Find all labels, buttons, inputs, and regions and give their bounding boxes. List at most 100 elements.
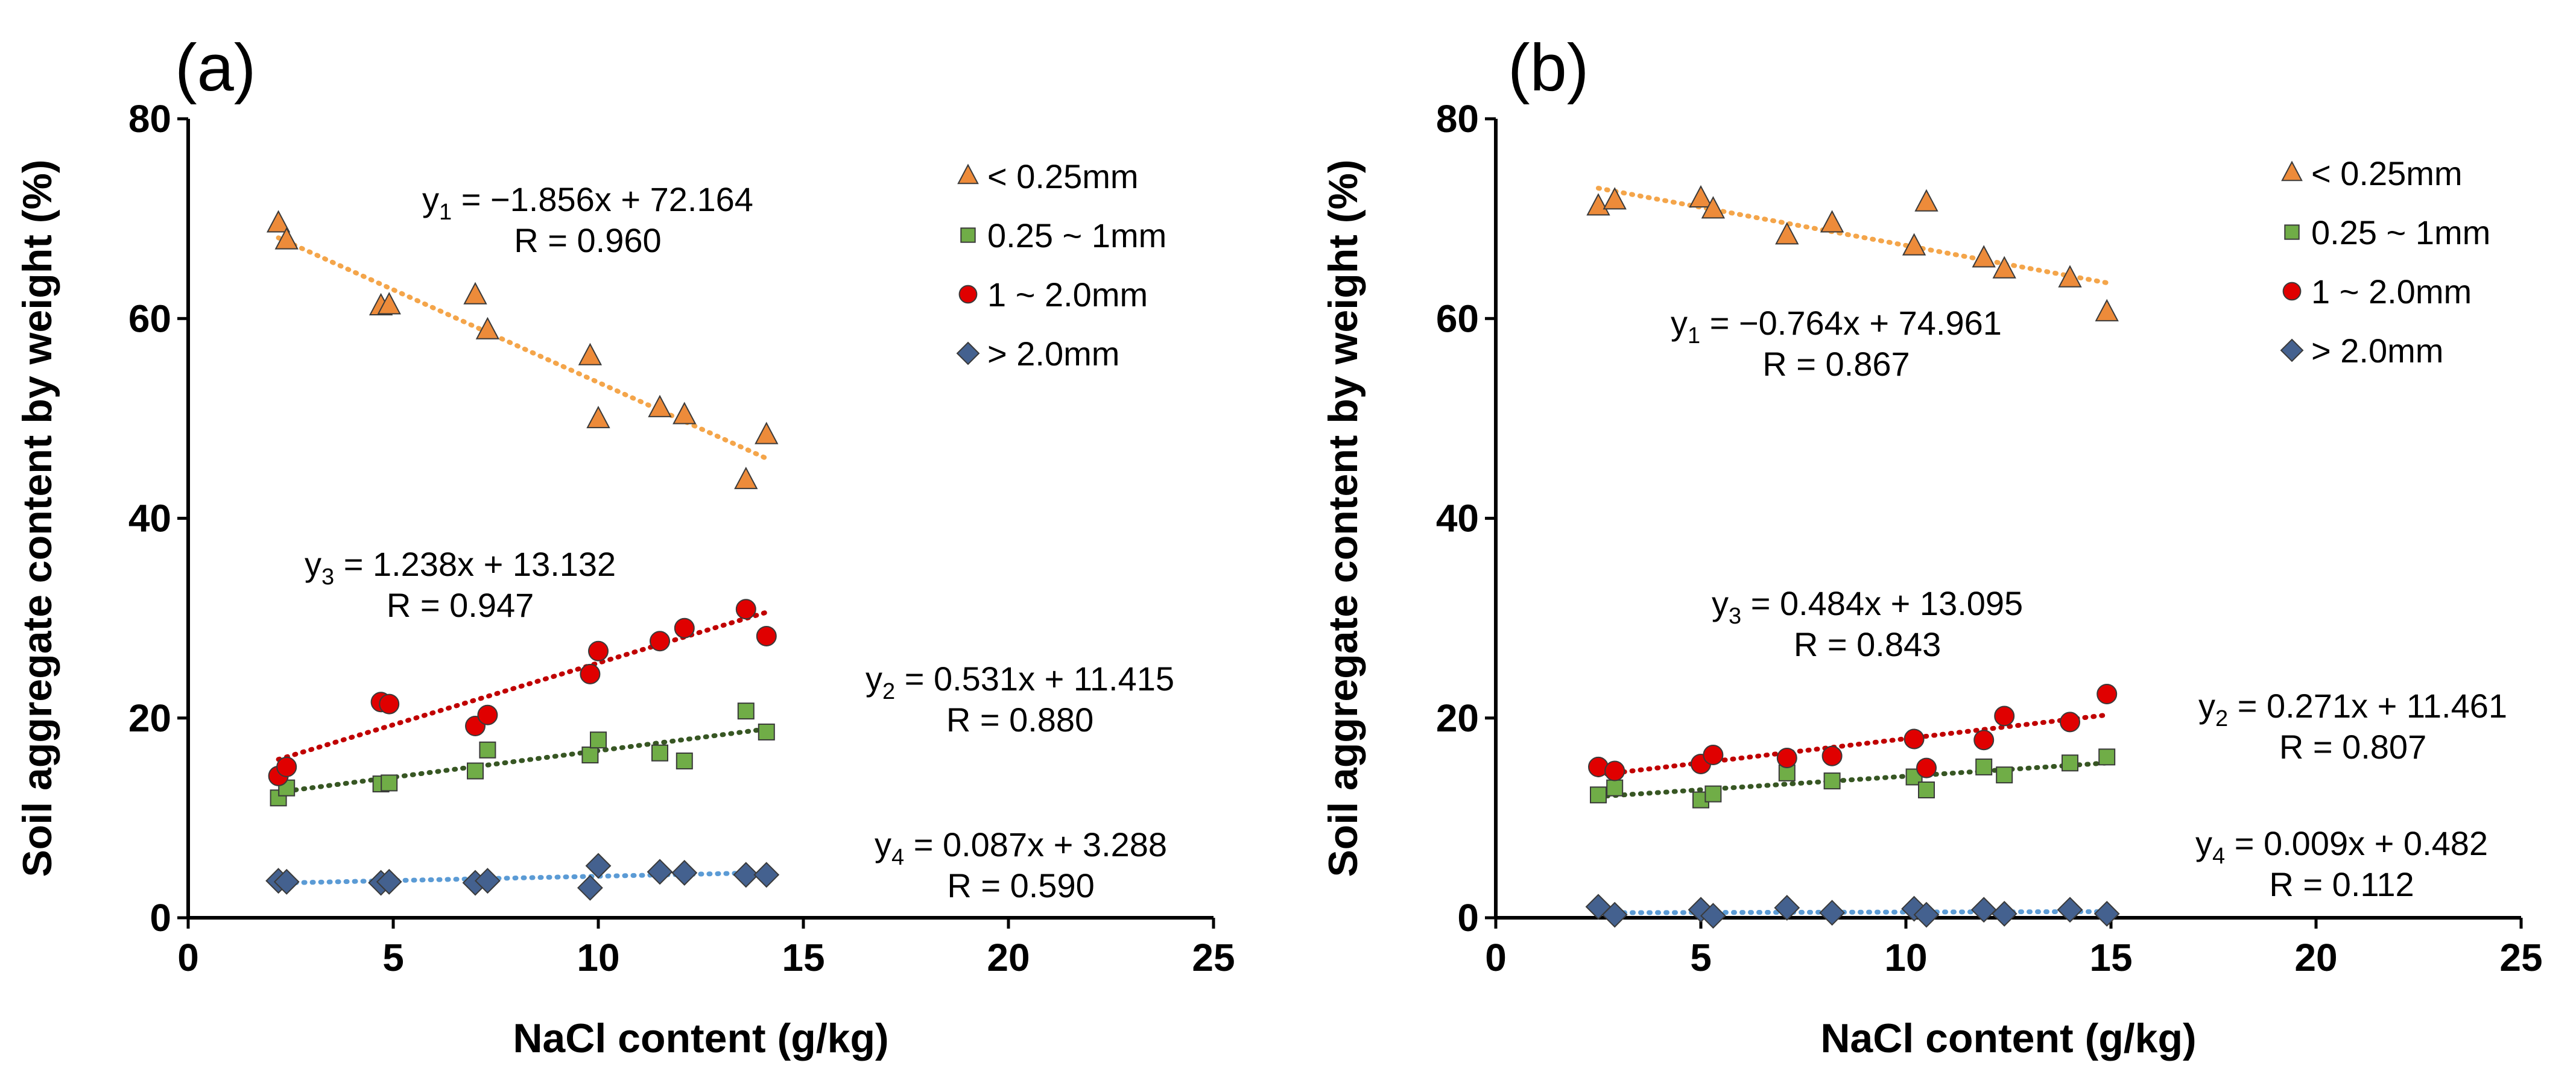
data-point bbox=[376, 868, 402, 895]
x-tick-label: 0 bbox=[177, 936, 199, 979]
data-point bbox=[1819, 900, 1846, 926]
x-tick-label: 5 bbox=[1690, 936, 1712, 979]
y-tick-label: 20 bbox=[128, 696, 171, 740]
x-tick-label: 5 bbox=[382, 936, 404, 979]
data-point bbox=[590, 731, 607, 749]
data-point bbox=[477, 704, 498, 725]
series-2 bbox=[270, 702, 775, 807]
legend-entry: 0.25 ~ 1mm bbox=[2284, 213, 2490, 251]
data-point bbox=[379, 693, 400, 715]
data-point bbox=[671, 860, 698, 886]
data-point bbox=[2057, 897, 2083, 923]
equation-variable: y bbox=[305, 545, 321, 583]
y-tick-label: 60 bbox=[1436, 297, 1479, 340]
y-tick-label: 80 bbox=[128, 97, 171, 140]
legend-marker bbox=[956, 341, 980, 365]
data-point bbox=[2095, 298, 2119, 321]
panel-label: (a) bbox=[175, 31, 256, 105]
data-point bbox=[648, 394, 672, 417]
regression-equation: y4 = 0.009x + 0.482 bbox=[2195, 824, 2488, 869]
r-value: R = 0.590 bbox=[947, 867, 1094, 904]
data-point bbox=[1821, 745, 1843, 766]
r-value: R = 0.112 bbox=[2269, 865, 2414, 903]
data-point bbox=[1973, 730, 1995, 751]
data-point bbox=[1918, 781, 1935, 798]
data-point bbox=[274, 227, 299, 250]
data-point bbox=[266, 210, 291, 233]
data-point bbox=[1972, 245, 1996, 268]
equation-body: = 0.087x + 3.288 bbox=[904, 826, 1167, 863]
y-tick-label: 40 bbox=[1436, 497, 1479, 540]
data-point bbox=[1689, 185, 1713, 208]
x-axis-title: NaCl content (g/kg) bbox=[513, 1015, 888, 1061]
legend-marker bbox=[2281, 160, 2303, 182]
x-tick-label: 20 bbox=[987, 936, 1030, 979]
equation-subscript: 4 bbox=[891, 845, 904, 870]
legend-entry: > 2.0mm bbox=[2280, 332, 2443, 370]
series-1 bbox=[1586, 185, 2119, 321]
data-point bbox=[676, 752, 693, 769]
data-point bbox=[479, 741, 496, 759]
data-point bbox=[1701, 196, 1726, 219]
x-tick-label: 20 bbox=[2294, 936, 2337, 979]
data-point bbox=[2093, 900, 2120, 927]
series-3 bbox=[1588, 684, 2118, 781]
data-point bbox=[1994, 706, 2015, 727]
legend-label: < 0.25mm bbox=[987, 157, 1139, 195]
data-point bbox=[737, 702, 755, 720]
data-point bbox=[1913, 901, 1940, 928]
data-point bbox=[2098, 748, 2116, 766]
data-point bbox=[753, 862, 780, 888]
legend-entry: < 0.25mm bbox=[957, 157, 1139, 195]
data-point bbox=[1996, 766, 2013, 784]
legend-marker bbox=[960, 227, 976, 243]
series-4 bbox=[265, 853, 780, 901]
data-point bbox=[734, 467, 758, 490]
regression-equation: y1 = −0.764x + 74.961 bbox=[1671, 304, 2002, 349]
x-tick-label: 10 bbox=[577, 936, 619, 979]
r-value: R = 0.867 bbox=[1762, 345, 1910, 383]
data-point bbox=[474, 868, 501, 894]
data-point bbox=[1604, 760, 1625, 781]
legend-marker bbox=[957, 163, 979, 185]
legend-marker bbox=[2280, 338, 2304, 362]
equation-subscript: 4 bbox=[2212, 844, 2225, 869]
data-point bbox=[1991, 900, 2017, 927]
series-3 bbox=[268, 599, 777, 786]
y-tick-label: 0 bbox=[1457, 896, 1479, 939]
data-point bbox=[586, 405, 610, 429]
equation-variable: y bbox=[2195, 824, 2212, 862]
equation-subscript: 1 bbox=[439, 200, 452, 225]
regression-equation: y2 = 0.531x + 11.415 bbox=[866, 660, 1174, 704]
regression-equation: y4 = 0.087x + 3.288 bbox=[875, 826, 1167, 870]
y-tick-label: 0 bbox=[150, 896, 171, 939]
data-point bbox=[475, 317, 500, 339]
data-point bbox=[2060, 712, 2080, 733]
x-tick-label: 0 bbox=[1485, 936, 1507, 979]
data-point bbox=[672, 402, 697, 425]
x-tick-label: 25 bbox=[1192, 936, 1235, 979]
data-point bbox=[756, 625, 777, 646]
data-point bbox=[585, 853, 612, 879]
data-point bbox=[581, 747, 599, 764]
data-point bbox=[273, 868, 300, 895]
data-point bbox=[1774, 895, 1800, 921]
data-point bbox=[278, 779, 296, 797]
legend-entry: > 2.0mm bbox=[956, 335, 1119, 373]
data-point bbox=[578, 343, 603, 365]
data-point bbox=[1975, 758, 1993, 775]
legend-entry: 0.25 ~ 1mm bbox=[960, 216, 1166, 254]
r-value: R = 0.947 bbox=[387, 586, 534, 624]
series-1 bbox=[266, 210, 779, 490]
trendline bbox=[1596, 760, 2110, 799]
data-point bbox=[735, 599, 756, 620]
x-tick-label: 10 bbox=[1884, 936, 1927, 979]
data-point bbox=[1902, 233, 1926, 256]
y-axis-title: Soil aggregate content by weight (%) bbox=[14, 159, 60, 877]
legend-label: 1 ~ 2.0mm bbox=[2311, 273, 2472, 311]
legend-marker bbox=[958, 285, 978, 304]
data-point bbox=[2062, 754, 2078, 772]
data-point bbox=[381, 774, 398, 792]
x-tick-label: 15 bbox=[782, 936, 824, 979]
